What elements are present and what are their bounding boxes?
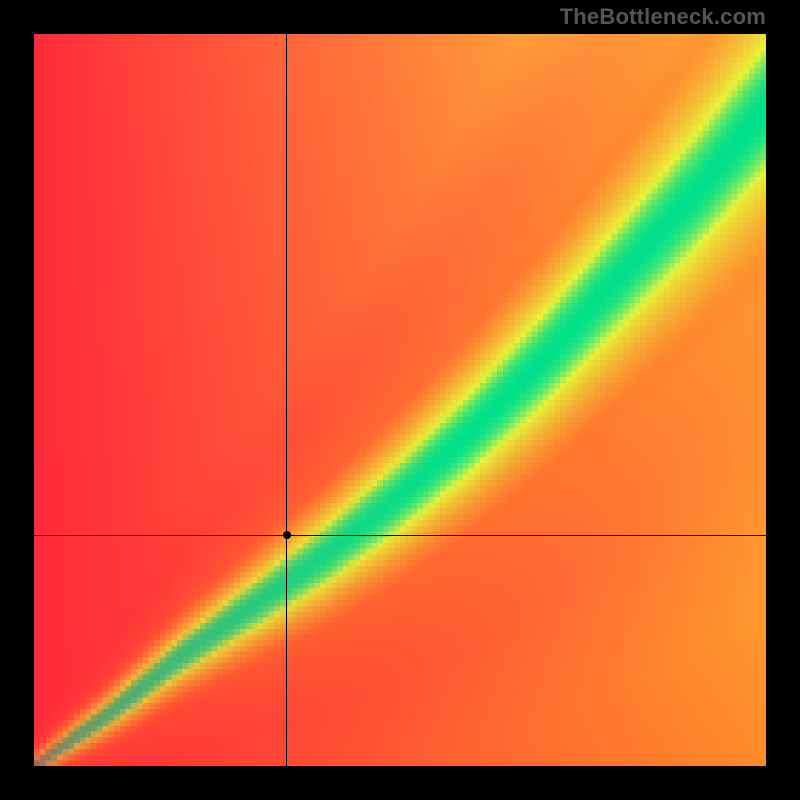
heatmap-plot <box>34 34 766 766</box>
heatmap-canvas <box>34 34 766 766</box>
watermark-text: TheBottleneck.com <box>560 4 766 30</box>
chart-container: TheBottleneck.com <box>0 0 800 800</box>
